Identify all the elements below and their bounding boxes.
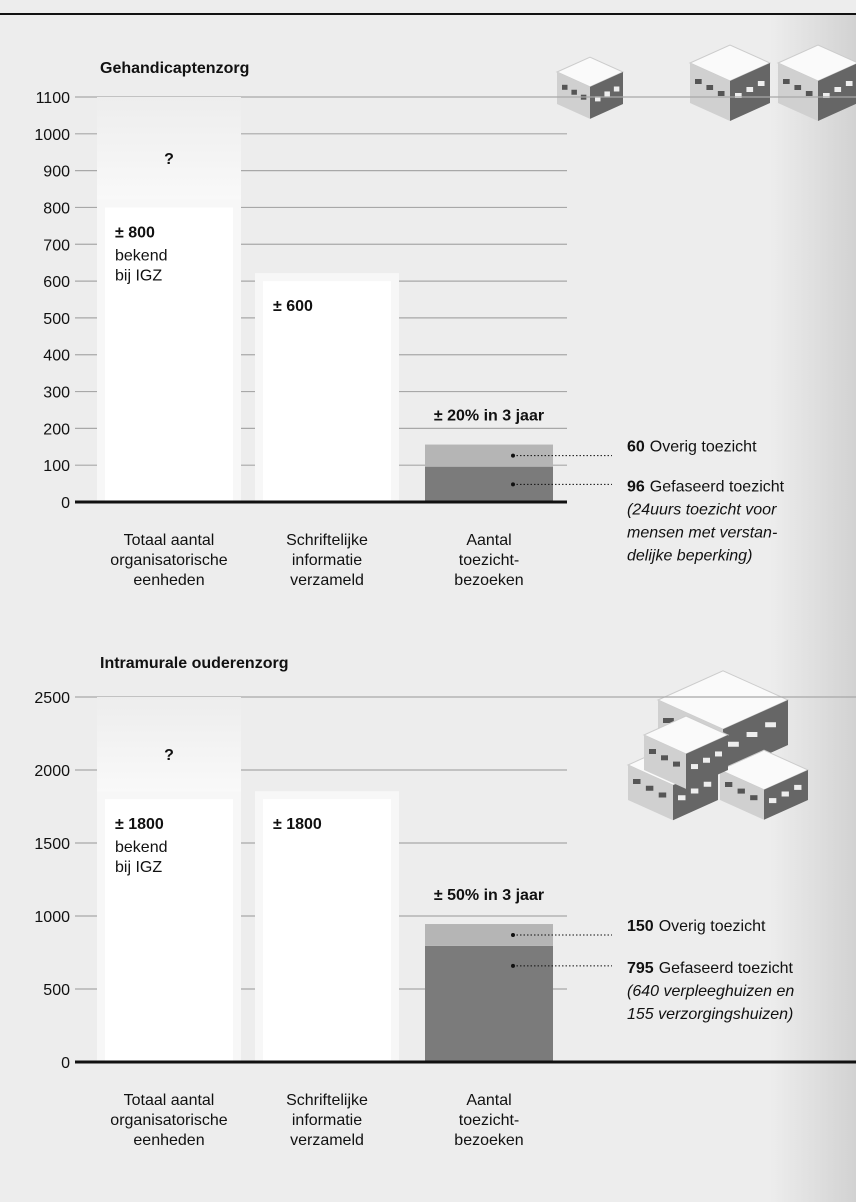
y-tick-label: 2500 [34,690,70,707]
window [794,85,801,90]
window [794,785,801,790]
window [704,782,712,787]
y-tick-label: 500 [43,311,70,328]
y-tick-label: 800 [43,200,70,217]
window [706,85,713,90]
y-tick-label: 2000 [34,763,70,780]
window [783,79,790,84]
window [646,786,654,791]
value-label: ± 1800 [115,816,164,833]
legend-value: 96 [627,478,645,495]
stack-label: ± 50% in 3 jaar [434,887,544,904]
legend-entry: 150 Overig toezicht [627,918,766,935]
infographic: Gehandicaptenzorg01002003004005006007008… [0,0,856,1202]
window [604,91,610,96]
window [691,764,698,769]
legend-name: Gefaseerd toezicht [659,960,794,977]
window [614,87,620,92]
window [691,789,699,794]
window [661,755,668,760]
y-tick-label: 300 [43,385,70,402]
window [718,91,725,96]
window [834,87,841,92]
chart-title: Intramurale ouderenzorg [100,655,288,672]
y-tick-label: 700 [43,237,70,254]
window [746,87,753,92]
window [695,79,702,84]
legend-entry: 96 Gefaseerd toezicht [627,478,785,495]
side-shade [770,14,856,1202]
window [673,762,680,767]
y-tick-label: 500 [43,982,70,999]
stack-segment [425,467,553,502]
window [738,789,745,794]
window [806,91,813,96]
window [649,749,656,754]
legend-value: 795 [627,960,654,977]
chart-title: Gehandicaptenzorg [100,60,249,77]
y-tick-label: 900 [43,164,70,181]
y-tick-label: 200 [43,421,70,438]
y-tick-label: 100 [43,458,70,475]
stack-label: ± 20% in 3 jaar [434,408,544,425]
unknown-label: ? [164,747,174,764]
window [562,85,568,90]
window [769,798,776,803]
window [728,742,739,747]
legend-name: Overig toezicht [659,918,766,935]
window [725,782,732,787]
y-tick-label: 1000 [34,127,70,144]
value-label: ± 600 [273,298,313,315]
window [765,722,776,727]
value-label: ± 1800 [273,816,322,833]
value-label: ± 800 [115,224,155,241]
y-tick-label: 0 [61,495,70,512]
bar [263,799,391,1062]
stack-segment [425,445,553,467]
unknown-label: ? [164,151,174,168]
window [846,81,853,86]
y-tick-label: 1100 [36,90,71,107]
window [678,795,686,800]
window [659,793,667,798]
legend-name: Gefaseerd toezicht [650,478,785,495]
window [750,795,757,800]
window [715,751,722,756]
window [571,90,577,95]
y-tick-label: 600 [43,274,70,291]
window [703,758,710,763]
legend-value: 150 [627,918,654,935]
window [782,792,789,797]
y-tick-label: 1000 [34,909,70,926]
window [747,732,758,737]
stack-segment [425,946,553,1062]
y-tick-label: 0 [61,1055,70,1072]
legend-value: 60 [627,439,645,456]
stack-segment [425,924,553,946]
y-tick-label: 1500 [34,836,70,853]
window [633,779,641,784]
legend-name: Overig toezicht [650,439,757,456]
y-tick-label: 400 [43,348,70,365]
legend-entry: 795 Gefaseerd toezicht [627,960,794,977]
window [758,81,765,86]
